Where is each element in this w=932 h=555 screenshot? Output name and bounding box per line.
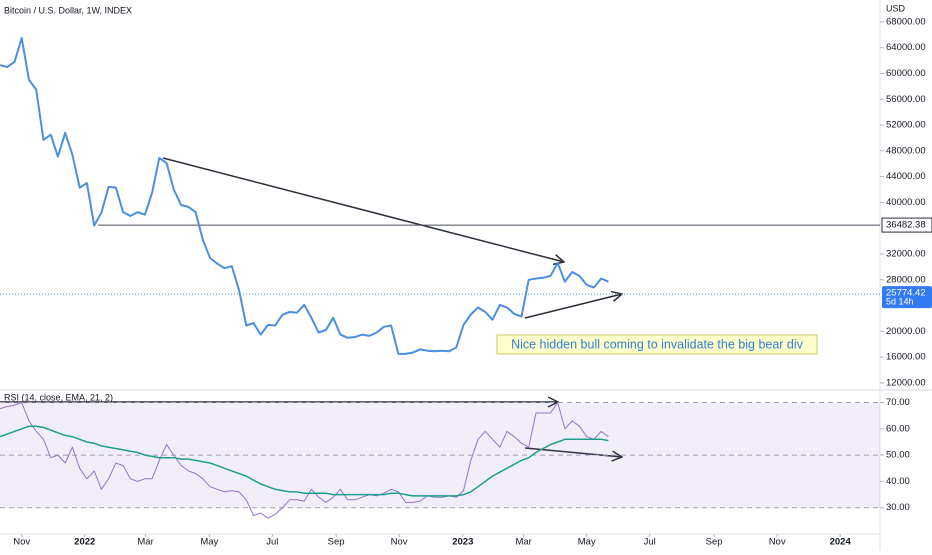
line-series — [0, 425, 609, 497]
y-tick-label: 28000.00 — [886, 274, 926, 285]
y-tick-label: 32000.00 — [886, 248, 926, 259]
x-tick-label: 2022 — [74, 537, 95, 548]
y-axis-label: USD — [886, 3, 906, 13]
x-tick-label: 2023 — [452, 537, 473, 548]
x-tick-label: Jul — [644, 537, 656, 548]
x-tick-label: Mar — [515, 537, 531, 548]
hline-label-box — [881, 217, 932, 233]
y-tick-label: 16000.00 — [886, 352, 926, 363]
countdown: 5d 14h — [886, 296, 914, 306]
y-tick-label: 60000.00 — [886, 68, 926, 79]
line-series — [0, 37, 609, 355]
last-price-box — [882, 286, 932, 309]
y-tick-label: 40.00 — [886, 476, 910, 487]
x-tick-label: May — [200, 537, 218, 548]
y-tick-label: 60.00 — [886, 423, 910, 434]
y-tick-label: 52000.00 — [886, 120, 926, 131]
hline-label: 36482.38 — [886, 220, 926, 231]
y-tick-label: 12000.00 — [886, 377, 926, 388]
annotation-box — [496, 334, 818, 355]
y-tick-label: 44000.00 — [886, 171, 926, 182]
trend-arrow — [524, 294, 622, 319]
x-tick-label: 2024 — [830, 537, 852, 548]
y-tick-label: 56000.00 — [886, 94, 926, 105]
y-tick-label: 70.00 — [886, 397, 910, 408]
x-tick-label: Nov — [13, 537, 30, 548]
x-tick-label: May — [578, 537, 596, 548]
trend-arrow — [162, 157, 564, 262]
x-tick-label: Nov — [391, 537, 408, 548]
x-tick-label: Sep — [706, 537, 723, 548]
y-tick-label: 64000.00 — [886, 42, 926, 53]
y-tick-label: 40000.00 — [886, 197, 926, 208]
y-tick-label: 30.00 — [886, 502, 910, 513]
x-tick-label: Sep — [328, 537, 345, 548]
y-tick-label: 48000.00 — [886, 145, 926, 156]
y-tick-label: 50.00 — [886, 450, 910, 461]
y-tick-label: 68000.00 — [886, 16, 926, 27]
chart-title: Bitcoin / U.S. Dollar, 1W, INDEX — [4, 5, 132, 15]
line-series — [0, 402, 609, 519]
y-tick-label: 20000.00 — [886, 326, 926, 337]
x-tick-label: Mar — [137, 537, 153, 548]
last-price-label: 25774.42 — [886, 288, 926, 299]
rsi-title: RSI (14, close, EMA, 21, 2) — [4, 392, 113, 402]
x-tick-label: Nov — [769, 537, 786, 548]
annotation: Nice hidden bull coming to invalidate th… — [511, 337, 804, 351]
x-tick-label: Jul — [266, 537, 278, 548]
